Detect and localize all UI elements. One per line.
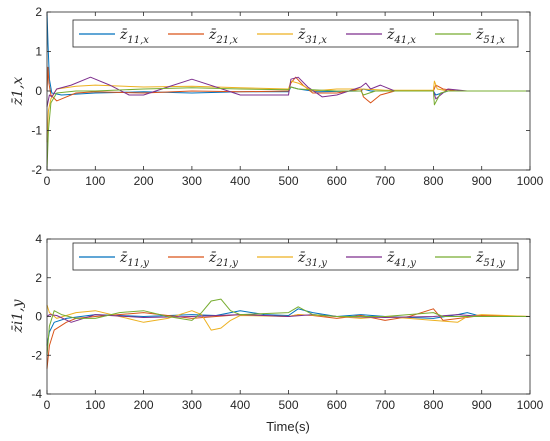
- y-tick-label: 0: [35, 84, 42, 98]
- x-tick-label: 0: [44, 398, 51, 412]
- series-group: [46, 11, 530, 171]
- y-tick-label: 0: [35, 310, 42, 324]
- x-tick-label: 900: [472, 398, 492, 412]
- x-tick-label: 600: [327, 174, 347, 188]
- x-tick-label: 500: [278, 174, 298, 188]
- legend-label: z̄21,y: [208, 250, 238, 269]
- legend-label: z̄31,y: [297, 250, 327, 269]
- legend: z̄11,y z̄21,y z̄31,y z̄41,y z̄51,y: [72, 242, 519, 271]
- x-tick-label: 800: [423, 398, 443, 412]
- x-tick-label: 1000: [517, 398, 544, 412]
- x-tick-label: 800: [423, 174, 443, 188]
- legend: z̄11,x z̄21,x z̄31,x z̄41,x z̄51,x: [72, 19, 519, 48]
- y-tick-label: 2: [35, 271, 42, 285]
- x-tick-label: 300: [182, 398, 202, 412]
- series-group: [46, 298, 531, 369]
- legend-label: z̄11,x: [119, 27, 149, 46]
- x-axis-label: Time(s): [266, 419, 310, 434]
- y-tick-label: 1: [35, 45, 42, 59]
- series-line-5: [46, 298, 530, 356]
- y-tick-label: 2: [35, 5, 42, 19]
- subplot-x: 0 100 200 300 400 500 600 700 800 900 1000-2-1012 …: [10, 5, 544, 188]
- legend-label: z̄51,y: [475, 250, 505, 269]
- y-axis-label: z̄1,x: [10, 77, 26, 107]
- x-tick-label: 1000: [517, 174, 544, 188]
- series-line-3: [46, 80, 530, 143]
- x-tick-label: 0: [44, 174, 51, 188]
- x-tick-label: 200: [134, 398, 154, 412]
- x-tick-label: 100: [85, 174, 105, 188]
- x-tick-label: 700: [375, 398, 395, 412]
- x-tick-label: 300: [182, 174, 202, 188]
- y-axis-label-text: z̄1,x: [10, 77, 26, 107]
- subplot-y: 0 100 200 300 400 500 600 700 800 900 1000-4-2024 …: [10, 232, 544, 434]
- legend-label: z̄21,x: [208, 27, 238, 46]
- x-tick-label: 400: [230, 174, 250, 188]
- y-tick-label: -2: [31, 348, 42, 362]
- series-line-3: [46, 304, 531, 331]
- y-axis-label-text: z̄i1,y: [10, 298, 26, 333]
- legend-label: z̄51,x: [475, 27, 505, 46]
- x-tick-label: 200: [134, 174, 154, 188]
- legend-label: z̄11,y: [119, 250, 149, 269]
- x-tick-label: 500: [278, 398, 298, 412]
- y-tick-label: -4: [31, 387, 42, 401]
- x-tick-label: 100: [85, 398, 105, 412]
- legend-label: z̄41,y: [386, 250, 416, 269]
- series-line-5: [46, 86, 530, 171]
- y-tick-label: 4: [35, 232, 42, 246]
- tick-group: 0 100 200 300 400 500 600 700 800 900 1000 -2 -1 0 1 2: [31, 5, 543, 188]
- y-tick-label: -2: [31, 163, 42, 177]
- tick-group: 0 100 200 300 400 500 600 700 800 900 1000 -4 -2 0 2 4: [31, 232, 543, 412]
- series-line-4: [46, 314, 530, 323]
- y-axis-label: z̄i1,y: [10, 298, 26, 333]
- x-tick-label: 700: [375, 174, 395, 188]
- y-tick-label: -1: [31, 124, 42, 138]
- x-tick-label: 600: [327, 398, 347, 412]
- legend-label: z̄31,x: [297, 27, 327, 46]
- x-tick-label: 400: [230, 398, 250, 412]
- x-tick-label: 900: [472, 174, 492, 188]
- legend-label: z̄41,x: [386, 27, 416, 46]
